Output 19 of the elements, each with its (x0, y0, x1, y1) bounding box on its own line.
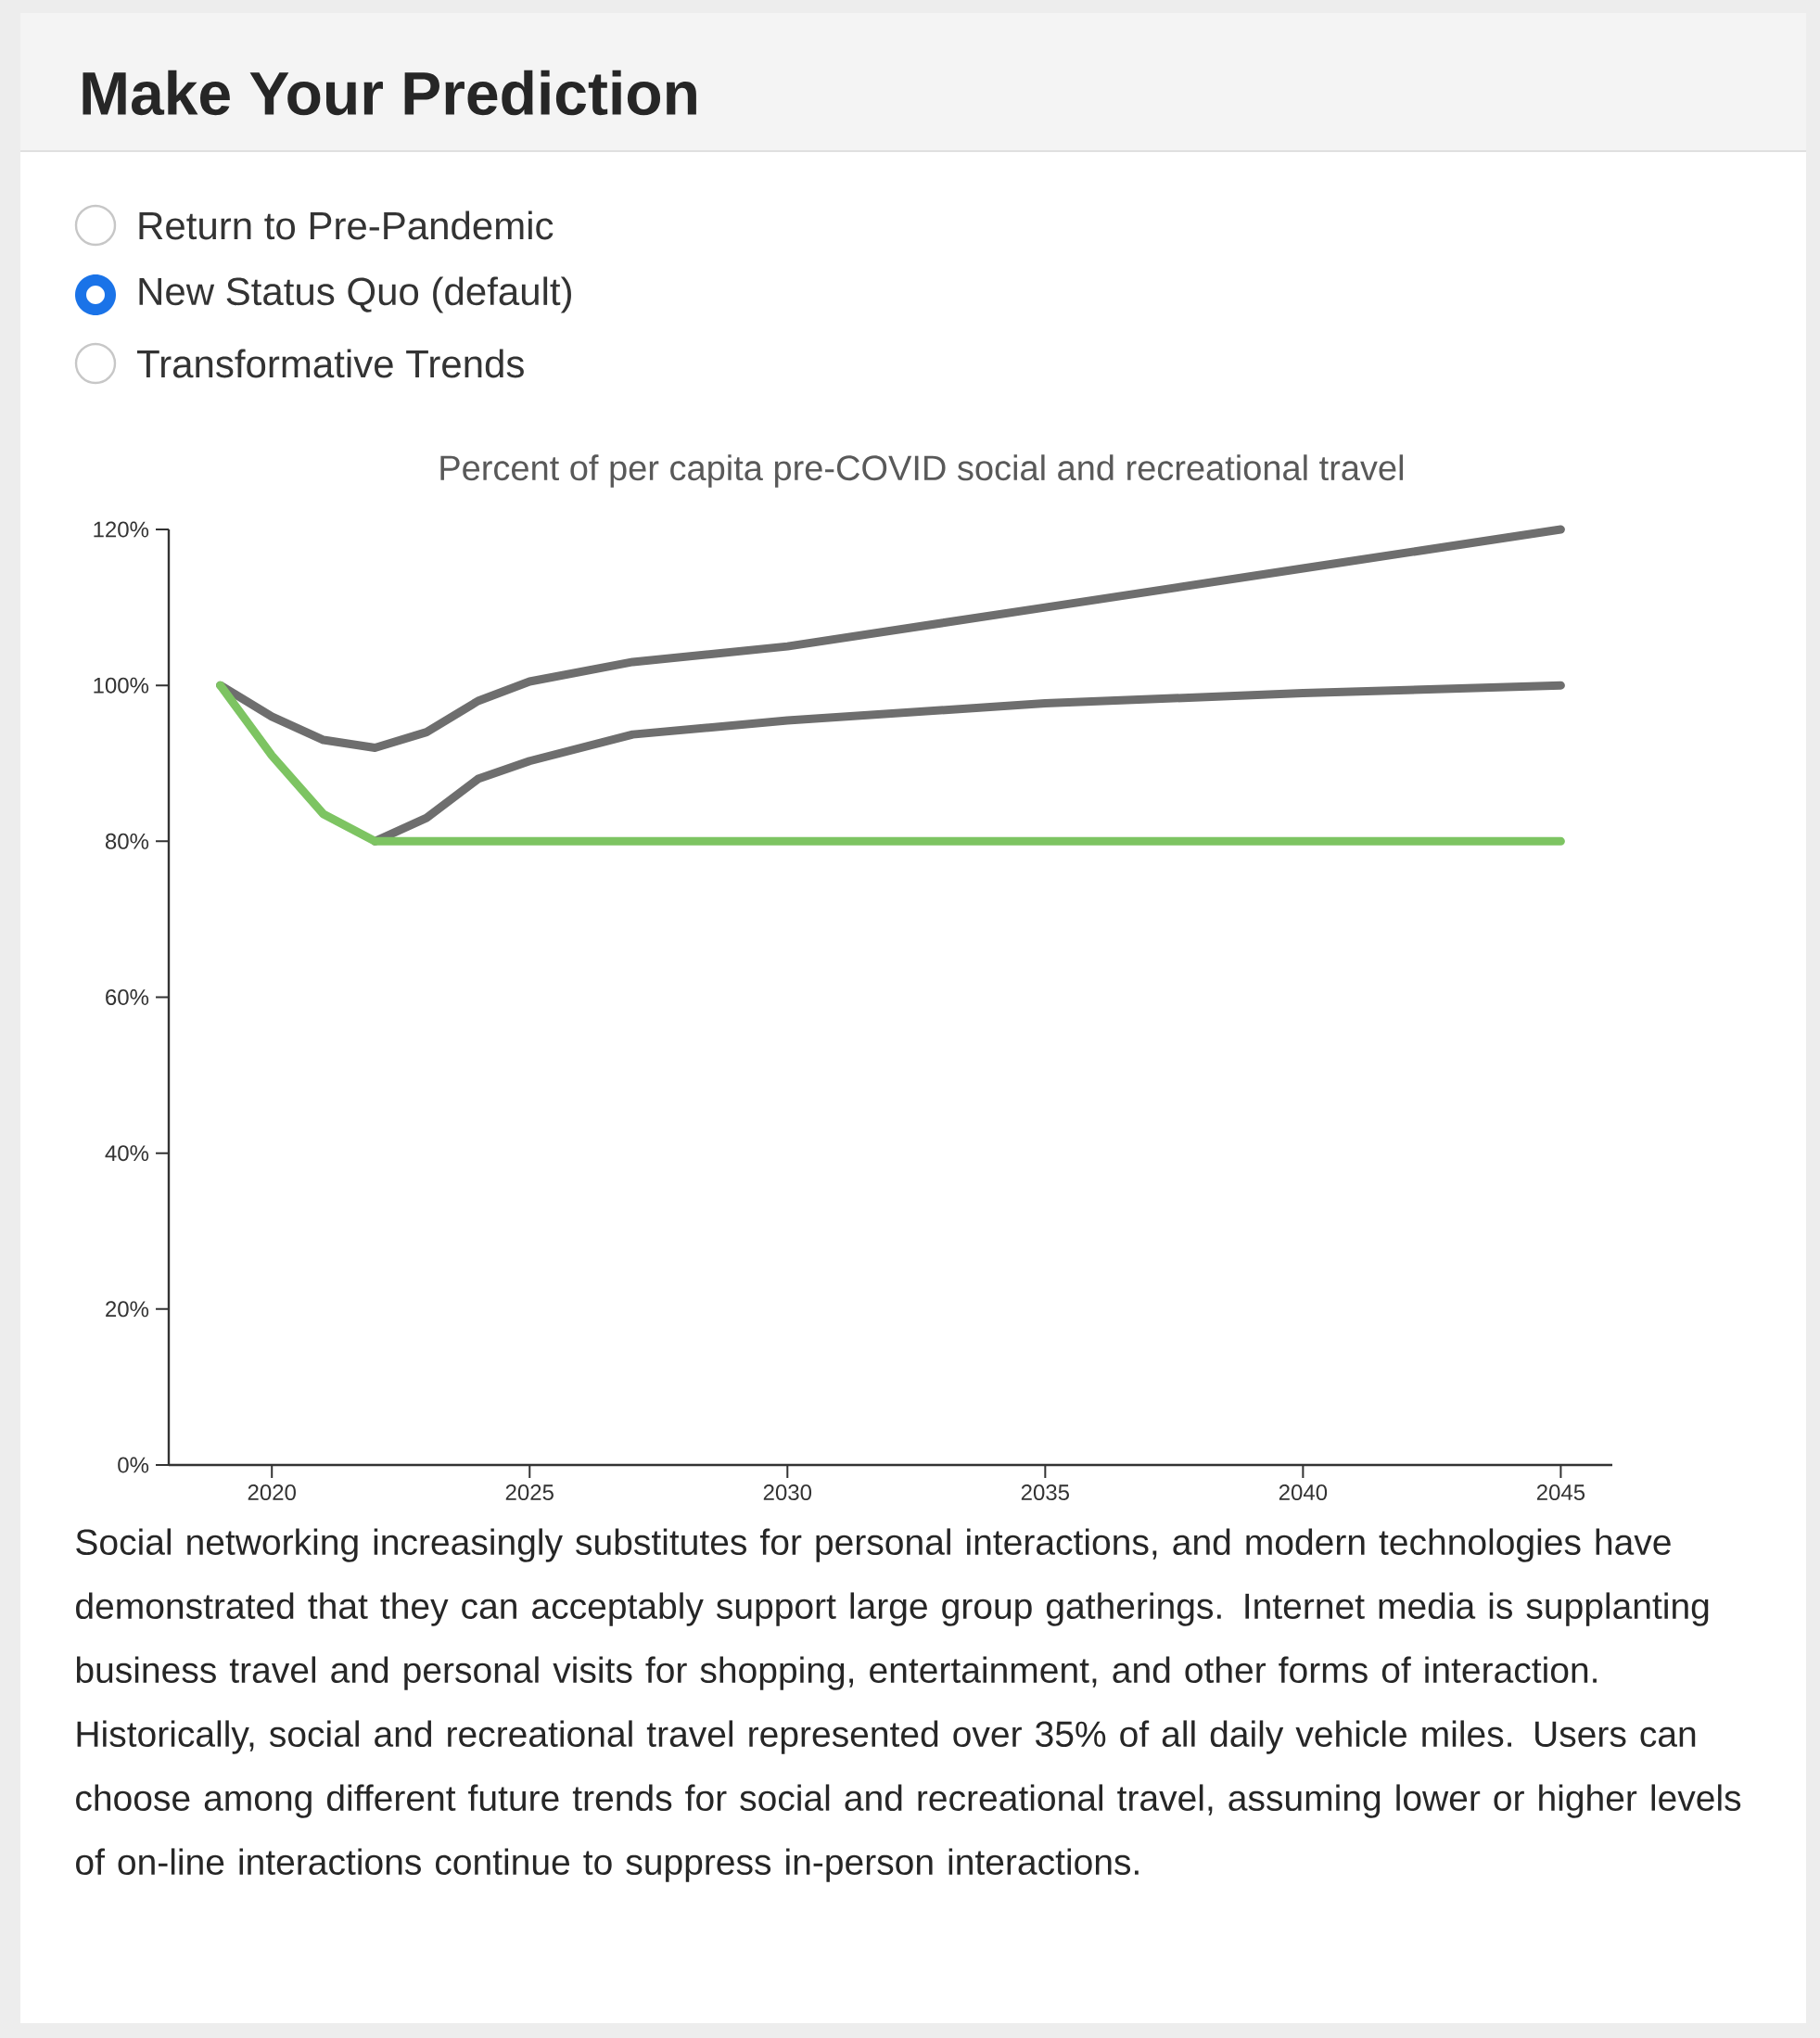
y-tick-label: 80% (105, 833, 149, 849)
text: New Status Quo (default) (139, 276, 571, 313)
x-tick-label: 2040 (1279, 1484, 1328, 1501)
y-tick-label: 0% (118, 1457, 149, 1473)
y-tick-label: 20% (106, 1301, 149, 1318)
y-tick-label: 120% (94, 521, 149, 538)
chart-title: Make Your Prediction (83, 70, 696, 116)
y-tick-label: 60% (106, 989, 149, 1005)
x-tick-label: 2030 (763, 1484, 812, 1501)
x-tick-label: 2045 (1536, 1484, 1585, 1501)
x-tick-label: 2020 (248, 1484, 296, 1501)
chart-subtitle: Percent of per capita pre-COVID social and recreational travel (440, 454, 1403, 488)
x-tick-label: 2025 (505, 1484, 554, 1501)
text: Social networking increasingly substitutes for personal interactions, and modern technologies have demonstrated that they can acceptably support large group gatherings. Internet media is supplanting business travel and personal visits for shopping, entertainment, and other forms of interaction. Historically, social and recreational travel represented over 35% of all daily vehicle miles. Users can choose among different future trends for social and recreational travel, assuming lower or higher levels of on-line interactions continue to suppress in-person interactions. (76, 1528, 1741, 1882)
y-tick-label: 100% (94, 677, 149, 694)
text: Return to Pre-Pandemic (139, 210, 554, 240)
text: Transformative Trends (137, 349, 524, 378)
y-tick-label: 40% (105, 1145, 149, 1162)
x-tick-label: 2035 (1021, 1484, 1069, 1501)
